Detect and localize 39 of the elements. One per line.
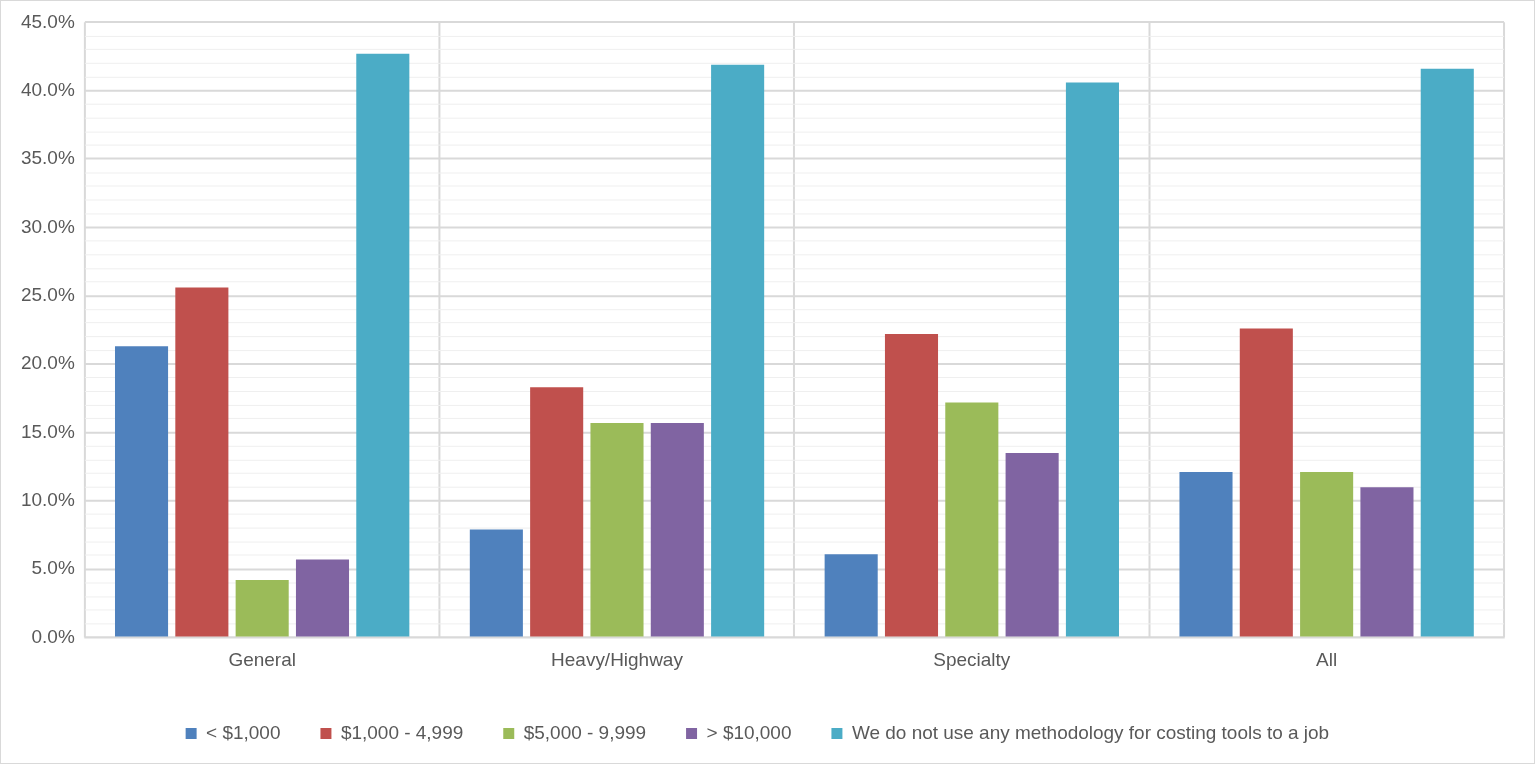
bar [1420, 68, 1474, 637]
y-tick-label: 15.0% [20, 420, 75, 442]
y-tick-label: 0.0% [31, 625, 75, 647]
bar [235, 580, 289, 637]
y-tick-label: 30.0% [20, 215, 75, 237]
bar [1065, 82, 1119, 637]
bar [884, 334, 939, 637]
x-tick-label: All [1316, 649, 1338, 671]
bar [1239, 328, 1293, 637]
bar [1300, 472, 1354, 637]
legend-label: > $10,000 [706, 721, 792, 743]
bar [590, 422, 644, 637]
legend-label: $1,000 - 4,999 [340, 721, 464, 743]
bar [1360, 487, 1414, 637]
bar [530, 387, 584, 637]
bar [824, 554, 878, 637]
y-tick-label: 10.0% [20, 489, 75, 511]
legend-label: We do not use any methodology for costing tools to a job [851, 721, 1330, 743]
y-tick-label: 5.0% [31, 557, 75, 579]
x-tick-label: General [228, 649, 296, 671]
bar [1179, 472, 1233, 637]
bar [945, 402, 999, 637]
y-tick-label: 25.0% [20, 283, 75, 305]
bar [469, 529, 523, 637]
x-tick-label: Specialty [933, 649, 1011, 671]
x-tick-label: Heavy/Highway [551, 649, 684, 671]
y-tick-label: 35.0% [20, 147, 75, 169]
legend-label: $5,000 - 9,999 [523, 721, 647, 743]
bar [175, 287, 229, 637]
bar [711, 64, 765, 637]
legend-label: < $1,000 [206, 721, 281, 743]
bar [356, 53, 410, 637]
y-tick-label: 45.0% [20, 10, 75, 32]
y-tick-label: 40.0% [20, 78, 75, 100]
y-tick-label: 20.0% [20, 352, 75, 374]
bar [650, 422, 704, 637]
bar [115, 346, 169, 637]
bar [1005, 452, 1059, 637]
bar [295, 559, 350, 637]
